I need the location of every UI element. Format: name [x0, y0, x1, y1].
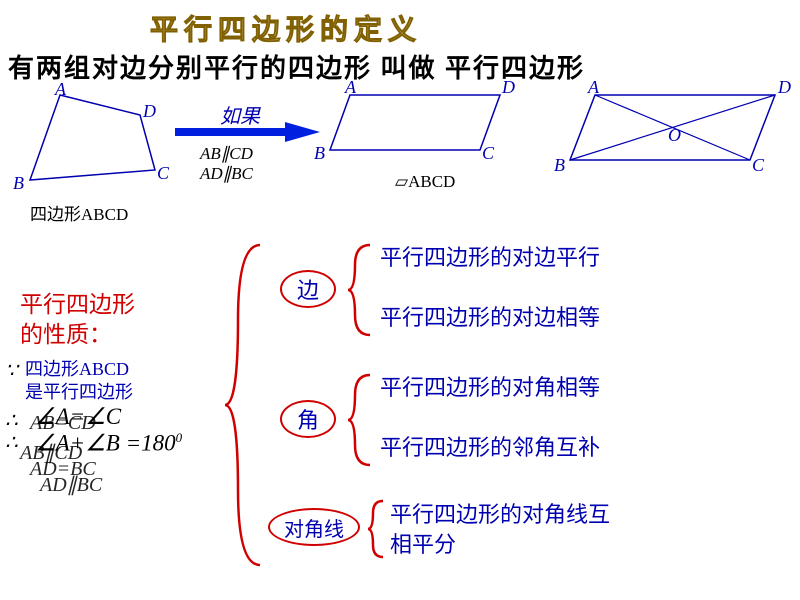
para2-label-O: O — [668, 125, 681, 146]
brace-diag — [365, 498, 385, 560]
overlay-eq-4: AD∥BC — [40, 472, 102, 497]
para2-label-D: D — [778, 77, 791, 98]
properties-title: 平行四边形 的性质： — [20, 290, 135, 350]
prop-bian-2: 平行四边形的对边相等 — [380, 300, 600, 332]
para2-label-C: C — [752, 155, 764, 176]
overlay-eq-1: AB=CD — [30, 412, 96, 435]
prop-jiao-1: 平行四边形的对角相等 — [380, 370, 600, 402]
para2-label-B: B — [554, 155, 565, 176]
category-bian-label: 边 — [280, 270, 336, 308]
definition-text: 有两组对边分别平行的四边形 叫做 平行四边形 — [8, 48, 585, 85]
para1-label-C: C — [482, 143, 494, 164]
quad1-label-D: D — [143, 101, 156, 122]
quad1-caption: 四边形ABCD — [30, 200, 128, 225]
para1-caption: ▱ABCD — [395, 172, 455, 192]
para1-label-A: A — [345, 77, 356, 98]
para1-label-B: B — [314, 143, 325, 164]
category-diag-label: 对角线 — [268, 508, 360, 546]
brace-jiao — [345, 370, 375, 470]
because-symbol: ∵ — [5, 358, 18, 383]
condition-2: AD∥BC — [200, 164, 253, 184]
because-text: 四边形ABCD 是平行四边形 — [25, 358, 133, 405]
quad1-label-C: C — [157, 163, 169, 184]
brace-bian — [345, 240, 375, 340]
arrow-icon — [170, 122, 320, 142]
page-title: 平行四边形的定义 — [150, 8, 422, 48]
para2-label-A: A — [588, 77, 599, 98]
quad1-label-B: B — [13, 173, 24, 194]
quad1-label-A: A — [55, 79, 66, 100]
para1-label-D: D — [502, 77, 515, 98]
prop-bian-1: 平行四边形的对边平行 — [380, 240, 600, 272]
prop-jiao-2: 平行四边形的邻角互补 — [380, 430, 600, 462]
therefore-symbol-2: ∴ — [5, 430, 18, 455]
category-jiao-label: 角 — [280, 400, 336, 438]
prop-diag-1: 平行四边形的对角线互 相平分 — [390, 500, 610, 559]
condition-1: AB∥CD — [200, 144, 253, 164]
main-brace — [220, 240, 270, 570]
